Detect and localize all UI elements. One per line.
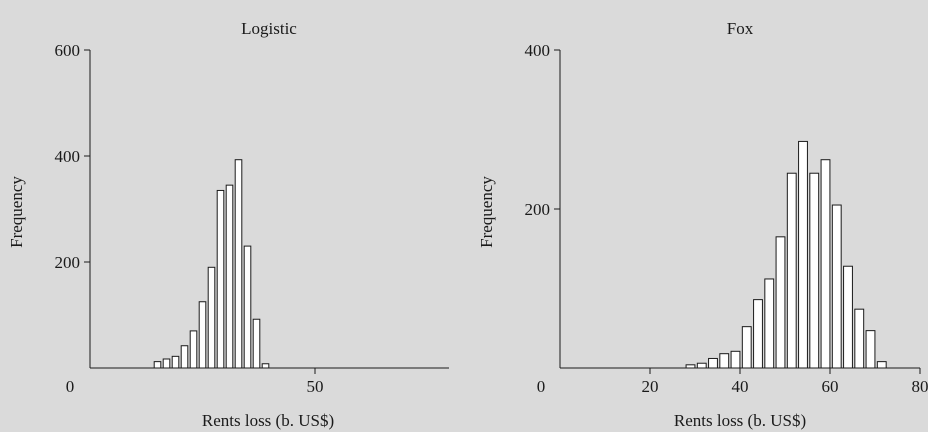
histogram-bar [786,172,797,369]
histogram-bar [809,172,820,369]
y-tick-label: 200 [55,253,81,272]
histogram-bar [820,159,831,369]
x-axis-label: Rents loss (b. US$) [202,411,334,430]
histogram-bar [252,318,261,369]
y-axis-label: Frequency [7,176,26,248]
histogram-bars [685,140,887,369]
y-tick-label: 400 [525,41,551,60]
y-tick-label: 200 [525,200,551,219]
x-tick-label: 50 [307,377,324,396]
origin-label: 0 [66,377,75,396]
histogram-bar [243,245,252,369]
y-tick-label: 600 [55,41,81,60]
histogram-bar [180,345,189,369]
histogram-bar [162,358,171,369]
x-tick-label: 20 [642,377,659,396]
histogram-bar [696,362,707,369]
histogram-bar [753,299,763,369]
histogram-bar [775,236,786,369]
histogram-bar [719,353,730,369]
y-tick-label: 400 [55,147,81,166]
histogram-bar [854,308,865,369]
axis-ticks: 200 400 20 40 60 80 [525,41,928,396]
histogram-bar [189,330,198,369]
histogram-bar [234,159,243,369]
histogram-bar [831,204,842,369]
histogram-bar [741,326,752,369]
y-axis-label: Frequency [477,176,496,248]
histogram-bar [708,357,718,369]
origin-label: 0 [537,377,546,396]
histogram-bar [865,330,876,369]
histogram-bar [876,361,887,369]
x-axis-label: Rents loss (b. US$) [674,411,806,430]
histogram-bar [198,301,207,369]
x-tick-label: 80 [912,377,928,396]
chart-logistic: Logistic Frequency Rents loss (b. US$) 0… [7,19,449,430]
histogram-bar [798,140,808,369]
histogram-bar [225,184,234,369]
histogram-bar [207,266,216,369]
histogram-bar [764,278,775,369]
chart-title: Fox [727,19,754,38]
histogram-bar [843,265,853,369]
histogram-bar [216,189,225,369]
axis-ticks: 200 400 600 50 [55,41,324,396]
histogram-bar [153,361,162,369]
chart-title: Logistic [241,19,297,38]
x-tick-label: 60 [822,377,839,396]
chart-fox: Fox Frequency Rents loss (b. US$) 0 200 4… [477,19,928,430]
histogram-bars [153,159,270,369]
histogram-bar [261,363,270,369]
histogram-bar [171,355,180,369]
histogram-bar [685,364,696,369]
histogram-bar [730,350,741,369]
x-tick-label: 40 [732,377,749,396]
